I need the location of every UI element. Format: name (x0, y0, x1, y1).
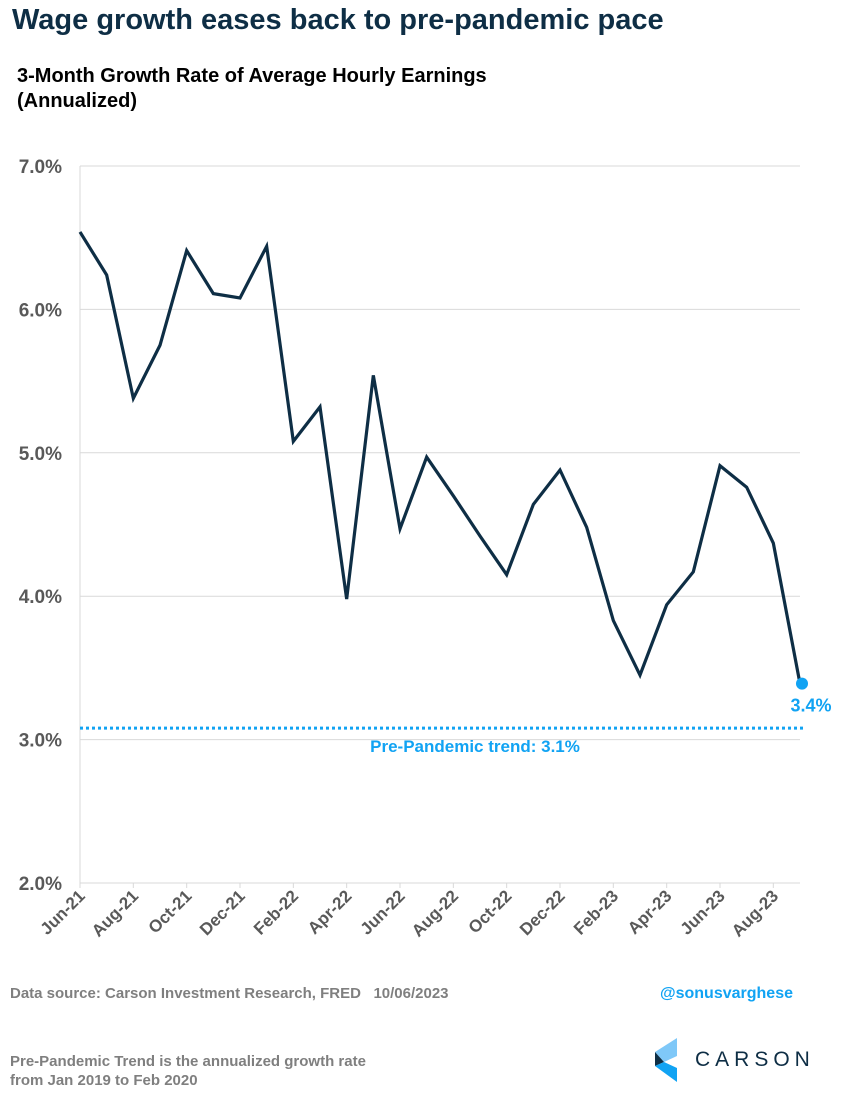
x-tick-label: Feb-22 (250, 886, 302, 938)
y-tick-label: 4.0% (19, 587, 62, 608)
x-tick-label: Aug-22 (408, 886, 462, 940)
subtitle-line2: (Annualized) (17, 90, 137, 112)
footnote-line1: Pre-Pandemic Trend is the annualized gro… (10, 1053, 366, 1070)
x-tick-label: Jun-23 (677, 886, 729, 938)
author-handle: @sonusvarghese (660, 985, 793, 1002)
y-tick-label: 7.0% (19, 157, 62, 178)
x-tick-label: Apr-22 (304, 886, 356, 938)
x-tick-label: Oct-21 (145, 886, 196, 937)
line-chart: 7.0%6.0%5.0%4.0%3.0%2.0%Jun-21 Aug-21 Oct-… (19, 157, 832, 941)
carson-logo-icon (655, 1038, 677, 1082)
y-tick-label: 3.0% (19, 731, 62, 752)
x-tick-label: Aug-21 (88, 886, 142, 940)
x-tick-label: Aug-23 (728, 886, 782, 940)
last-point-label: 3.4% (790, 696, 831, 716)
x-tick-label: Oct-22 (465, 886, 516, 937)
data-source: Data source: Carson Investment Research,… (10, 985, 449, 1002)
x-tick-label: Apr-23 (624, 886, 676, 938)
footnote-line2: from Jan 2019 to Feb 2020 (10, 1072, 198, 1089)
x-tick-label: Dec-22 (516, 886, 569, 939)
y-tick-label: 2.0% (19, 874, 62, 895)
carson-logo-text: CARSON (695, 1048, 815, 1071)
last-point-marker (796, 677, 808, 690)
trend-label: Pre-Pandemic trend: 3.1% (370, 737, 580, 756)
y-tick-label: 6.0% (19, 300, 62, 321)
chart-subtitle: 3-Month Growth Rate of Average Hourly Ea… (17, 64, 487, 114)
x-tick-label: Jun-22 (357, 886, 409, 938)
footnote: Pre-Pandemic Trend is the annualized gro… (10, 1052, 366, 1090)
x-tick-label: Dec-21 (196, 886, 249, 939)
y-tick-label: 5.0% (19, 444, 62, 465)
wage-growth-line (78, 231, 802, 684)
chart-title: Wage growth eases back to pre-pandemic p… (12, 4, 664, 36)
x-tick-label: Feb-23 (570, 886, 622, 938)
subtitle-line1: 3-Month Growth Rate of Average Hourly Ea… (17, 65, 487, 87)
